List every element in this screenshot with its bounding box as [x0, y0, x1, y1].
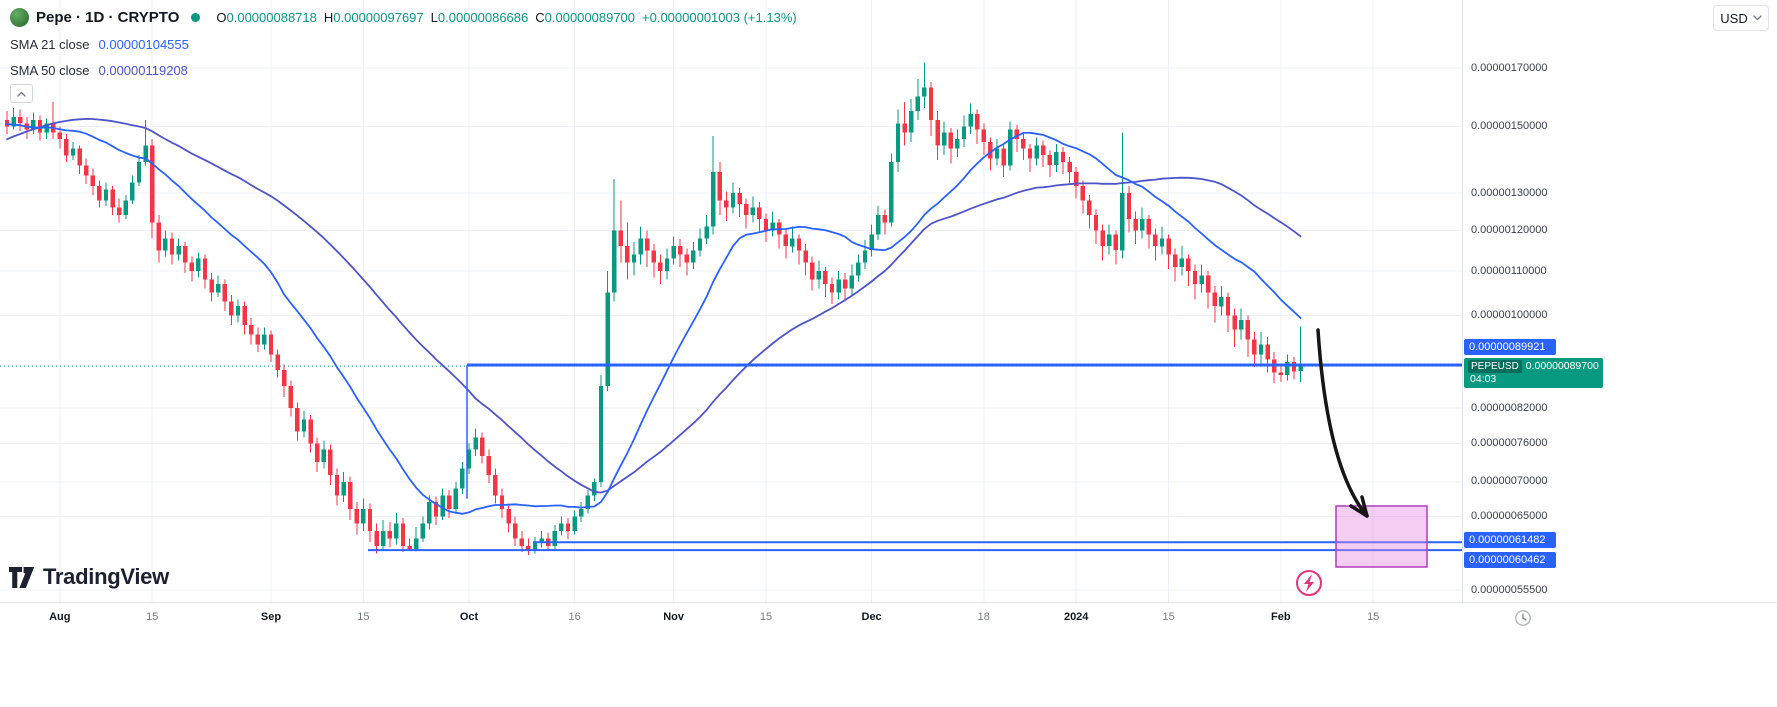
sma21-label[interactable]: SMA 21 close	[10, 36, 90, 52]
price-axis-label: 0.00000055500	[1471, 583, 1548, 596]
time-axis-label: Oct	[459, 611, 479, 623]
sma21-value: 0.00000104555	[98, 36, 189, 52]
open-value: O0.00000088718	[216, 10, 317, 25]
price-axis-label: 0.00000065000	[1471, 509, 1548, 522]
low-value: L0.00000086686	[430, 10, 529, 25]
symbol-row: Pepe · 1D · CRYPTO O0.00000088718 H0.000…	[10, 4, 797, 31]
symbol-chip: PEPEUSD	[1468, 360, 1522, 373]
time-axis-label: Nov	[663, 611, 684, 623]
high-value: H0.00000097697	[323, 10, 424, 25]
price-level-badge: 0.00000089921	[1464, 339, 1556, 355]
time-axis-label: Aug	[49, 611, 71, 623]
tradingview-logo-icon	[9, 566, 35, 588]
candlestick-series	[4, 62, 1303, 556]
chart-canvas[interactable]	[0, 0, 1462, 602]
currency-selector-button[interactable]: USD	[1713, 5, 1769, 31]
legend-collapse-button[interactable]	[10, 84, 33, 103]
trend-arrow-head	[1349, 495, 1369, 518]
indicator-row-sma21: SMA 21 close 0.00000104555	[10, 31, 797, 57]
price-axis-label: 0.00000130000	[1471, 186, 1548, 199]
time-axis-label: Sep	[260, 611, 282, 623]
time-axis-label: Feb	[1271, 611, 1291, 623]
price-axis[interactable]: 0.00000170000 0.00000150000 0.00000130000 0…	[1462, 0, 1777, 602]
price-axis-label: 0.00000110000	[1471, 264, 1547, 277]
price-axis-label: 0.00000120000	[1471, 223, 1548, 236]
projection-target-box[interactable]	[1335, 505, 1428, 568]
chart-plot-area[interactable]: Pepe · 1D · CRYPTO O0.00000088718 H0.000…	[0, 0, 1462, 602]
time-axis[interactable]: Aug 15 Sep 15 Oct 16 Nov 15 Dec 18 2024 15 Feb 15	[0, 602, 1777, 633]
ohlc-readout: O0.00000088718 H0.00000097697 L0.0000008…	[216, 10, 796, 25]
time-axis-label: 16	[568, 611, 581, 623]
chevron-down-icon	[1753, 15, 1762, 21]
current-price-value: 0.00000089700	[1525, 360, 1599, 372]
chevron-up-icon	[17, 91, 26, 97]
chart-legend: Pepe · 1D · CRYPTO O0.00000088718 H0.000…	[10, 4, 797, 83]
market-status-icon[interactable]	[191, 13, 201, 22]
time-axis-label: 15	[1162, 611, 1175, 623]
symbol-title[interactable]: Pepe · 1D · CRYPTO	[36, 9, 180, 26]
pepe-logo-icon	[10, 8, 29, 27]
time-axis-label: 15	[759, 611, 773, 623]
price-level-badge: 0.00000061482	[1464, 532, 1556, 548]
sma-21-line	[6, 123, 1302, 515]
tradingview-logo-text: TradingView	[43, 564, 169, 589]
current-price-badge: PEPEUSD 0.00000089700 04:03	[1464, 358, 1603, 388]
currency-label: USD	[1720, 10, 1748, 26]
flash-marker-icon[interactable]	[1296, 570, 1322, 596]
bar-countdown: 04:03	[1470, 373, 1497, 385]
price-axis-label: 0.00000170000	[1471, 61, 1548, 74]
time-axis-label: 18	[977, 611, 990, 623]
price-axis-label: 0.00000076000	[1471, 436, 1548, 449]
sma50-value: 0.00000119208	[98, 62, 188, 78]
lightning-bolt-icon	[1304, 574, 1314, 592]
price-axis-label: 0.00000070000	[1471, 475, 1548, 488]
tradingview-logo[interactable]: TradingView	[9, 564, 169, 590]
price-axis-label: 0.00000150000	[1471, 119, 1548, 132]
price-level-badge: 0.00000060462	[1464, 552, 1556, 568]
time-axis-clock-icon[interactable]	[1514, 609, 1532, 632]
grid-lines	[0, 0, 1462, 602]
close-value: C0.00000089700	[535, 10, 636, 25]
price-axis-label: 0.00000100000	[1471, 308, 1548, 321]
sma50-label[interactable]: SMA 50 close	[10, 62, 90, 78]
price-axis-label: 0.00000082000	[1471, 401, 1548, 414]
time-axis-label: 2024	[1063, 611, 1089, 623]
time-axis-label: Dec	[861, 611, 882, 623]
time-axis-label: 15	[357, 611, 370, 623]
time-axis-label: 15	[146, 611, 159, 623]
time-axis-label: 15	[1367, 611, 1380, 623]
trend-arrow[interactable]	[1316, 328, 1369, 518]
change-readout: +0.00000001003 (+1.13%)	[642, 10, 797, 25]
indicator-row-sma50: SMA 50 close 0.00000119208	[10, 57, 797, 83]
sma-50-line	[6, 118, 1302, 494]
